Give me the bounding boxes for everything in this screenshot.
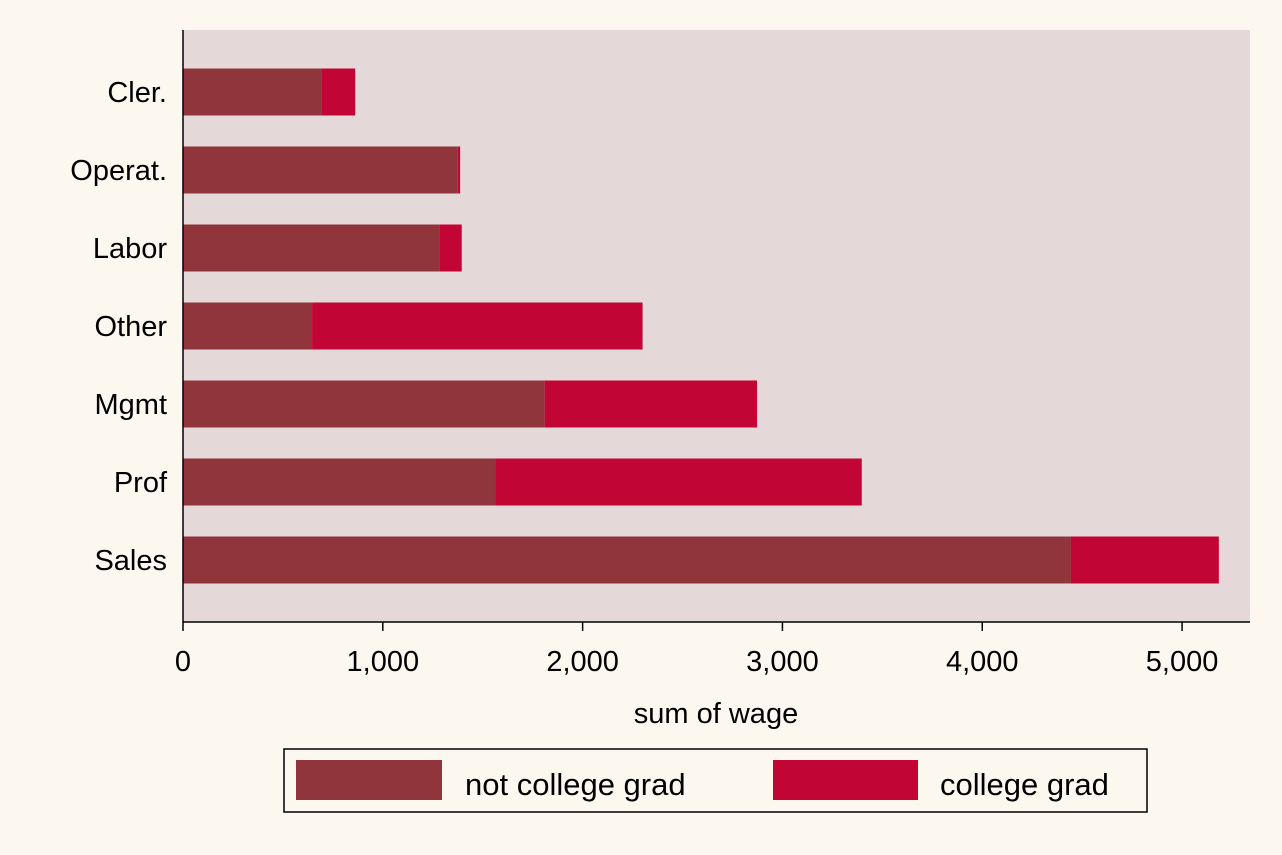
x-tick-label: 5,000: [1146, 646, 1219, 678]
y-tick-label-operat: Operat.: [70, 155, 167, 187]
bar-prof-college-grad: [495, 458, 862, 506]
bar-other-college-grad: [312, 302, 643, 350]
legend-swatch-college-grad: [773, 760, 918, 800]
x-axis-title: sum of wage: [634, 698, 798, 730]
y-tick-label-sales: Sales: [94, 545, 167, 577]
bar-labor-college-grad: [439, 224, 462, 272]
bar-sales-college-grad: [1070, 536, 1219, 584]
y-tick-label-prof: Prof: [114, 467, 168, 499]
legend-swatch-not-college-grad: [296, 760, 442, 800]
bar-cler-not-college-grad: [183, 68, 322, 116]
bar-labor-not-college-grad: [183, 224, 440, 272]
bar-operat-college-grad: [457, 146, 461, 194]
x-ticks: 0 1,000 2,000 3,000 4,000 5,000: [175, 622, 1218, 678]
bar-sales-not-college-grad: [183, 536, 1071, 584]
legend: not college grad college grad: [283, 748, 1148, 813]
bar-mgmt-not-college-grad: [183, 380, 545, 428]
y-tick-label-other: Other: [94, 311, 167, 343]
x-tick-label: 2,000: [546, 646, 619, 678]
x-tick-label: 1,000: [347, 646, 420, 678]
y-tick-label-mgmt: Mgmt: [95, 389, 168, 421]
bar-operat-not-college-grad: [183, 146, 458, 194]
bar-other-not-college-grad: [183, 302, 313, 350]
x-tick-label: 0: [175, 646, 191, 678]
bars-group: [183, 68, 1219, 584]
y-tick-label-labor: Labor: [93, 233, 168, 265]
y-tick-label-cler: Cler.: [107, 77, 167, 109]
legend-label-not-college-grad: not college grad: [465, 767, 686, 802]
x-tick-label: 3,000: [746, 646, 819, 678]
x-tick-label: 4,000: [946, 646, 1019, 678]
legend-label-college-grad: college grad: [940, 767, 1109, 802]
bar-prof-not-college-grad: [183, 458, 496, 506]
bar-cler-college-grad: [321, 68, 356, 116]
bar-mgmt-college-grad: [544, 380, 758, 428]
y-tick-labels: Cler. Operat. Labor Other Mgmt Prof Sales: [70, 77, 168, 577]
